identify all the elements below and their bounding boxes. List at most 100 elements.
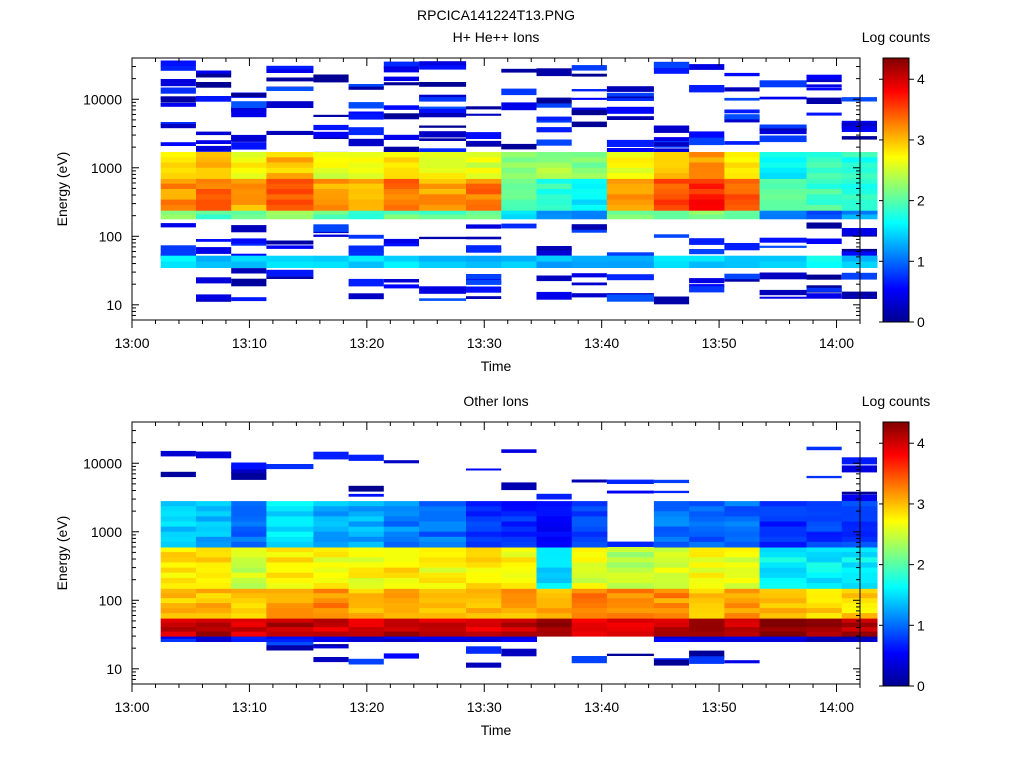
heatmap-cell [571,178,608,185]
heatmap-cell [689,593,725,599]
heatmap-cell [689,210,725,215]
heatmap-cell [196,603,232,609]
heatmap-cell [313,552,350,558]
heatmap-cell [383,521,420,528]
heatmap-cell [759,210,808,215]
heatmap-cell [806,183,843,190]
heatmap-cell [160,603,197,609]
heatmap-cell [759,583,808,589]
heatmap-cell [759,636,808,640]
heatmap-cell [266,588,314,594]
heatmap-cell [571,157,608,164]
heatmap-cell [653,631,690,637]
heatmap-cell [313,173,350,179]
heatmap-cell [419,572,467,579]
heatmap-cell [501,613,537,619]
heatmap-cell [196,567,232,574]
sparse-count-cell [689,284,725,288]
sparse-count-cell [466,236,502,240]
heatmap-cell [348,636,385,640]
heatmap-cell [653,516,690,522]
heatmap-cell [266,631,314,637]
heatmap-cell [383,501,420,507]
heatmap-cell [536,178,573,185]
heatmap-cell [383,194,420,201]
heatmap-cell [313,261,350,268]
sparse-count-cell [466,662,502,668]
y-tick-label: 10 [106,661,122,677]
sparse-count-cell [759,135,807,143]
heatmap-cell [160,261,197,268]
heatmap-cell [806,204,843,211]
heatmap-cell [266,531,314,538]
colorbar-tick-label: 3 [917,132,925,148]
heatmap-cell [231,255,267,263]
heatmap-cell [536,536,573,543]
sparse-count-cell [841,457,877,465]
heatmap-cell [266,152,314,158]
heatmap-cell [501,547,537,553]
heatmap-cell [653,214,690,220]
sparse-count-cell [536,102,572,108]
heatmap-cell [466,627,502,633]
sparse-count-cell [160,471,196,478]
heatmap-cell [266,608,314,614]
heatmap-cell [466,622,502,628]
heatmap-cell [806,173,843,179]
heatmap-cell [689,562,725,569]
heatmap-cell [231,588,267,594]
heatmap-cell [759,531,808,538]
sparse-count-cell [724,243,760,251]
heatmap-cell [571,562,608,569]
heatmap-cell [313,194,350,201]
sparse-count-cell [653,479,690,484]
heatmap-cell [536,501,573,507]
heatmap-cell [806,631,843,637]
heatmap-cell [466,199,502,206]
sparse-count-cell [689,137,725,146]
sparse-count-cell [501,449,537,453]
heatmap-cell [196,194,232,201]
heatmap-cell [806,608,843,614]
heatmap-cell [724,562,761,569]
heatmap-cell [571,261,608,268]
heatmap-cell [419,204,467,211]
heatmap-cell [313,152,350,158]
sparse-count-cell [313,114,349,117]
heatmap-cell [501,588,537,594]
heatmap-cell [759,516,808,522]
heatmap-cell [466,636,502,640]
heatmap-cell [501,603,537,609]
sparse-count-cell [501,68,537,73]
heatmap-cell [806,521,843,528]
sparse-count-cell [419,236,467,240]
heatmap-cell [266,189,314,195]
heatmap-cell [419,547,467,553]
sparse-count-cell [606,86,654,92]
heatmap-cell [313,557,350,563]
sparse-count-cell [160,450,196,457]
heatmap-cell [806,178,843,185]
sparse-count-cell [571,121,607,128]
sparse-count-cell [348,485,384,492]
sparse-count-cell [383,61,419,69]
heatmap-cell [689,552,725,558]
heatmap-cell [536,506,573,512]
heatmap-cell [231,152,267,158]
heatmap-cell [266,567,314,574]
heatmap-cell [689,567,725,574]
heatmap-cell [266,178,314,185]
heatmap-cell [313,521,350,528]
heatmap-cell [536,526,573,533]
heatmap-cell [196,613,232,619]
sparse-count-cell [160,96,196,103]
heatmap-cell [466,501,502,507]
heatmap-cell [653,618,690,624]
sparse-count-cell [196,247,232,254]
heatmap-cell [419,526,467,533]
heatmap-cell [606,178,655,185]
sparse-count-cell [724,273,760,280]
sparse-count-cell [419,113,467,118]
heatmap-cell [806,636,843,640]
